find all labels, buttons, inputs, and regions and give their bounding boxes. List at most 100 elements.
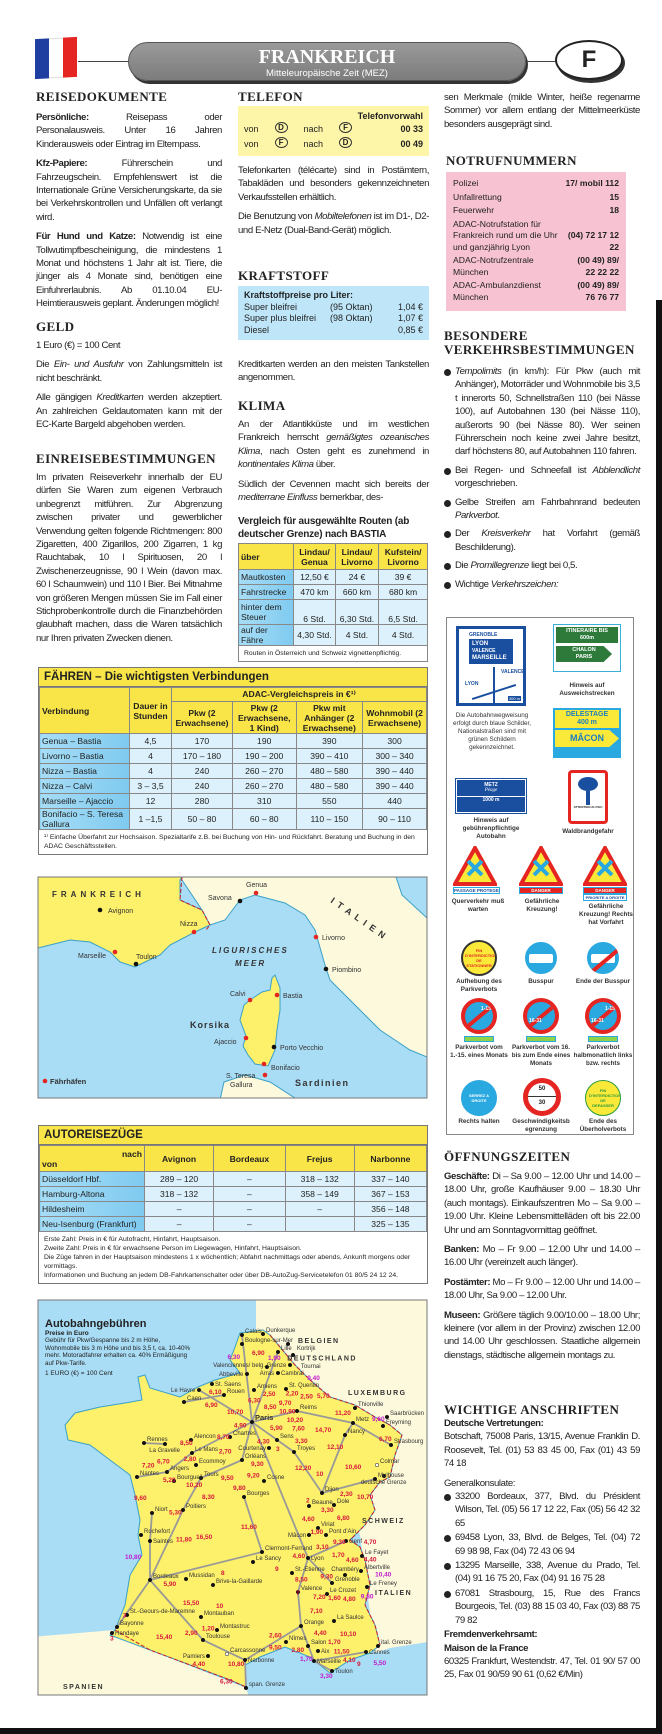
table-cell: –	[284, 1201, 355, 1217]
motorway	[321, 1478, 376, 1494]
toll-price-label: 6,10	[209, 1389, 222, 1396]
table-cell: 550	[295, 793, 364, 809]
table-cell: Livorno – Bastia	[39, 748, 130, 764]
text-segment: Mo – Fr 9.00 – 12.00 Uhr und 14.00 – 18.…	[444, 1276, 640, 1302]
city-marker	[323, 966, 329, 972]
city-label: Avignon	[108, 908, 133, 915]
text-segment: bemerkbar, des-	[317, 492, 384, 504]
no-parking-alternating-sign: 1-15 16-31	[585, 998, 621, 1042]
toll-price-label: 6,30	[228, 1354, 241, 1361]
table-cell: 358 – 149	[284, 1186, 355, 1202]
toll-price-label: 9,50	[269, 1644, 282, 1651]
toll-price-label: 10,60	[345, 1464, 362, 1471]
paragraph: Die Ein- und Ausfuhr von Zahlungsmitteln…	[36, 358, 222, 385]
city-marker	[250, 1559, 256, 1565]
city-label: Cannes	[369, 1650, 390, 1656]
city-marker	[315, 1525, 321, 1531]
city-label: Salon	[311, 1640, 326, 1646]
toll-price-label: 9,60	[134, 1495, 147, 1502]
table-cell: Bonifacio – S. Teresa Gallura	[39, 808, 130, 830]
city-label: Gallura	[230, 1082, 253, 1089]
toll-price-label: 9	[357, 1661, 361, 1668]
toll-price-label: 10,90	[279, 1408, 296, 1415]
city-marker	[244, 1371, 250, 1377]
table-row: auf der Fähre 4,30 Std. 4 Std. 4 Std.	[237, 624, 428, 646]
table-cell: 39 €	[378, 569, 428, 585]
text-segment: Banken:	[444, 1244, 483, 1256]
text-segment: .	[497, 510, 500, 522]
country-label: SPANIEN	[63, 1684, 104, 1691]
toll-map-subtitle: Preise in Euro	[45, 1330, 89, 1337]
city-label: Marseille	[317, 1659, 342, 1665]
list-item: Tempolimits (in km/h): Für Pkw (auch mit…	[444, 365, 640, 459]
text-segment: Promillegrenze	[470, 560, 529, 572]
country-label: SCHWEIZ	[362, 1518, 405, 1525]
konsulat-address: 67081 Strasbourg, 15, Rue des Francs Bou…	[444, 1587, 640, 1627]
spain-land	[38, 1630, 249, 1695]
city-marker	[275, 1370, 281, 1376]
city-label: Toulon	[335, 1669, 353, 1675]
city-marker	[331, 1502, 337, 1508]
toll-price-label: 4,40	[364, 1557, 377, 1564]
text-segment: Wichtige	[455, 578, 491, 590]
table-cell: Hildesheim	[39, 1201, 145, 1217]
telefon-from: F	[274, 137, 288, 148]
table-cell: 480 – 580	[295, 778, 364, 794]
map-label: LIGURISCHES	[212, 946, 289, 955]
telefon-code: 00 33	[400, 124, 423, 134]
toll-price-label: 2	[306, 1497, 310, 1504]
country-label: LUXEMBURG	[348, 1390, 407, 1397]
text-segment: Gelbe Streifen am Fahrbahnrand bedeuten	[455, 496, 640, 508]
toll-price-label: 8,30	[202, 1494, 215, 1501]
toll-price-label: 9,30	[320, 1574, 333, 1581]
text-segment: liegt bei 0,5.	[528, 560, 578, 572]
telefon-box-header: Telefonvorwahl	[357, 111, 423, 121]
toll-price-label: 5,30	[169, 1509, 182, 1516]
peage-sign: METZ Péage 1000 m	[455, 778, 527, 814]
section-heading: WICHTIGE ANSCHRIFTEN	[444, 1402, 620, 1417]
autozug-note: Informationen und Buchung an jedem DB-Fa…	[44, 1272, 399, 1279]
city-marker	[261, 1478, 267, 1484]
city-label: La Gravelle	[149, 1448, 180, 1454]
toll-price-label: 5,20	[163, 1477, 176, 1484]
telefon-from: D	[274, 122, 288, 133]
italy-land	[179, 877, 427, 1058]
toll-price-label: 3,30	[320, 1673, 333, 1680]
table-cell: 240	[171, 778, 233, 794]
city-marker	[283, 1639, 289, 1645]
city-label: Dijon	[325, 1487, 339, 1493]
sign-caption: Parkverbot halbmonatlich links bzw. rech…	[573, 1044, 633, 1067]
table-cell: 3 – 3,5	[129, 778, 172, 794]
telefon-nach: nach	[303, 124, 324, 134]
table-row: Neu-Isenburg (Frankfurt) – –325 – 135	[39, 1216, 428, 1232]
city-label: St.-Geours-de-Maremne	[130, 1609, 196, 1615]
text-segment: Alle gängigen	[36, 392, 97, 404]
left-column: REISEDOKUMENTE Persönliche: Reisepass od…	[36, 90, 222, 651]
city-label: Ajaccio	[214, 1039, 237, 1046]
autozug-title: AUTOREISEZÜGE	[39, 1126, 427, 1145]
itineraire-sign: ITINERAIRE BIS 600m CHALON PARIS	[553, 624, 621, 672]
table-cell: Hamburg-Altona	[39, 1186, 145, 1202]
table-cell: 260 – 270	[231, 763, 297, 779]
paragraph: Telefonkarten (télécarte) sind in Postäm…	[238, 164, 429, 204]
text-segment: Die	[36, 359, 54, 371]
table-row: Nizza – Bastia 4 240 260 – 270 480 – 580 390 …	[39, 763, 427, 779]
toll-price-label: 9,60	[372, 1416, 385, 1423]
city-label: Saintes	[153, 1539, 173, 1545]
toll-price-label: 8,50	[295, 1576, 308, 1583]
geld-text: 1 Euro (€) = 100 Cent Die Ein- und Ausfuh…	[36, 339, 222, 431]
toll-price-label: 10	[316, 1471, 324, 1478]
text-segment: Kfz-Papiere:	[36, 158, 122, 170]
city-marker	[384, 1414, 390, 1420]
toll-price-label: 1,70	[332, 1552, 345, 1559]
city-marker	[323, 1532, 329, 1538]
city-label: Chambéry	[331, 1567, 359, 1573]
section-heading: BESONDERE VERKEHRSBESTIMMUNGEN	[444, 328, 635, 357]
city-label: Rouen	[227, 1389, 245, 1395]
motorway	[251, 1421, 295, 1453]
table-cell: –	[213, 1186, 286, 1202]
motorway	[166, 1452, 193, 1473]
list-item: Gelbe Streifen am Fahrbahnrand bedeuten …	[444, 496, 640, 523]
city-label: Le Mans	[195, 1447, 218, 1453]
city-label: Genua	[246, 882, 267, 889]
